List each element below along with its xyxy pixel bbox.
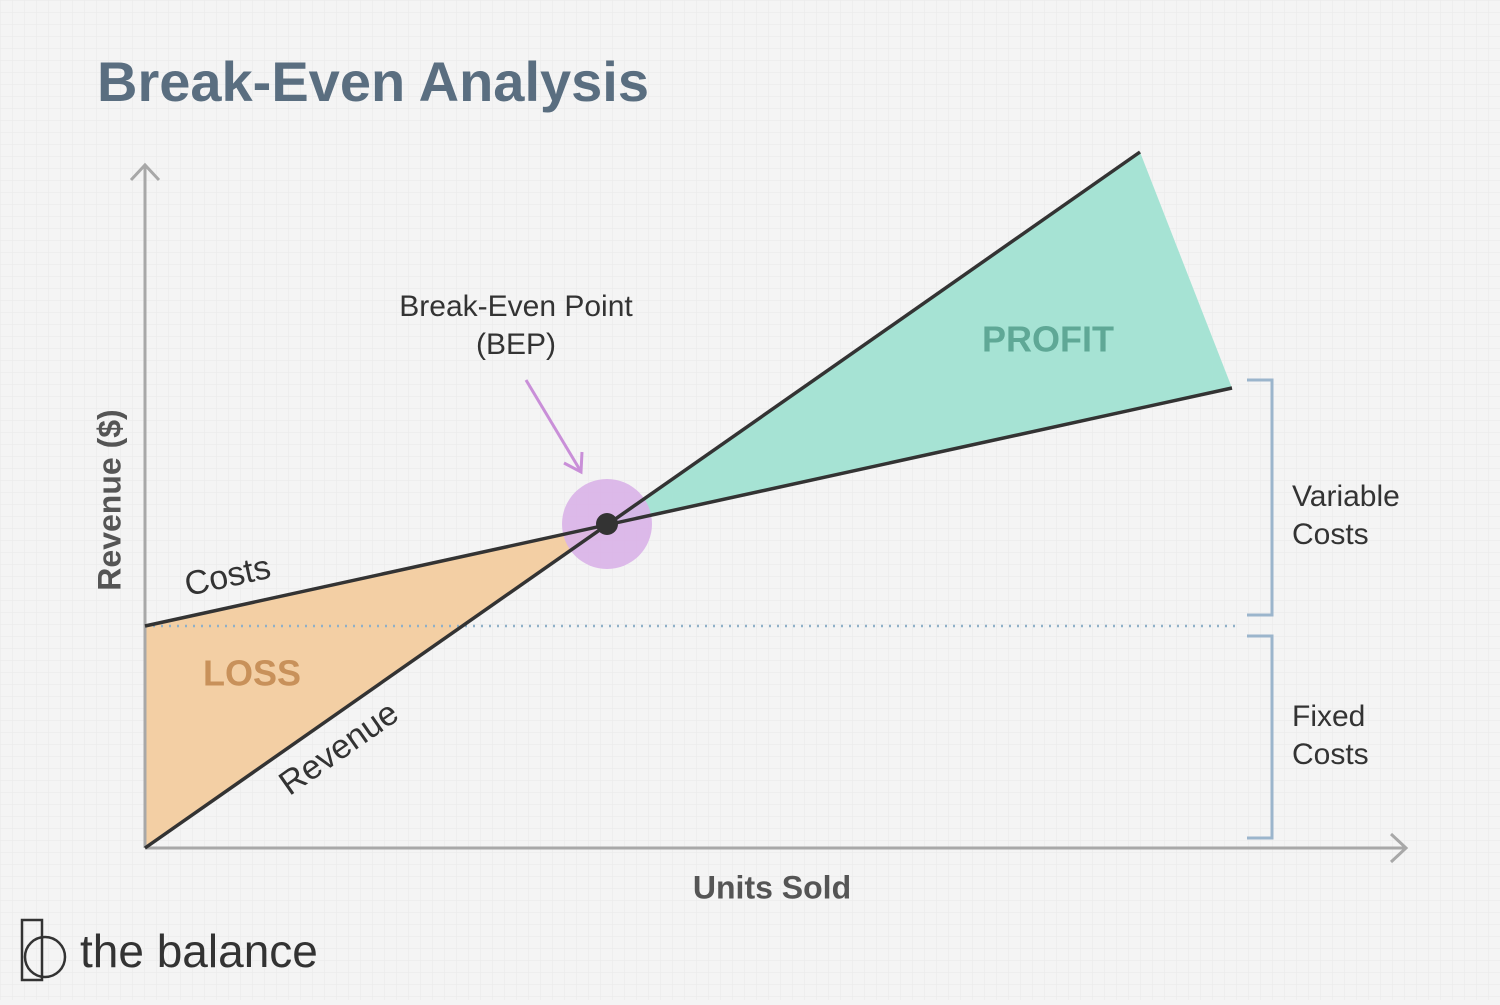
bep-point (596, 513, 618, 535)
axes (129, 162, 1409, 864)
brackets (1247, 378, 1274, 840)
fixed-costs-label: Fixed (1292, 700, 1365, 733)
variable-costs-label: Costs (1292, 518, 1369, 551)
y-axis-label: Revenue ($) (91, 409, 127, 590)
logo-text: the balance (80, 925, 318, 977)
bep-label: Break-Even Point (399, 290, 633, 323)
loss-label: LOSS (203, 653, 301, 694)
variable-costs-label: Variable (1292, 480, 1400, 513)
fixed-costs-label: Costs (1292, 738, 1369, 771)
title: Break-Even Analysis (97, 50, 649, 113)
costs-line (144, 386, 1233, 628)
revenue-line (143, 150, 1142, 850)
bep-label: (BEP) (476, 328, 556, 361)
profit-region (607, 152, 1232, 524)
x-axis-label: Units Sold (693, 869, 851, 905)
profit-label: PROFIT (982, 319, 1114, 360)
logo-icon (20, 918, 67, 982)
bep-arrow (524, 379, 584, 475)
